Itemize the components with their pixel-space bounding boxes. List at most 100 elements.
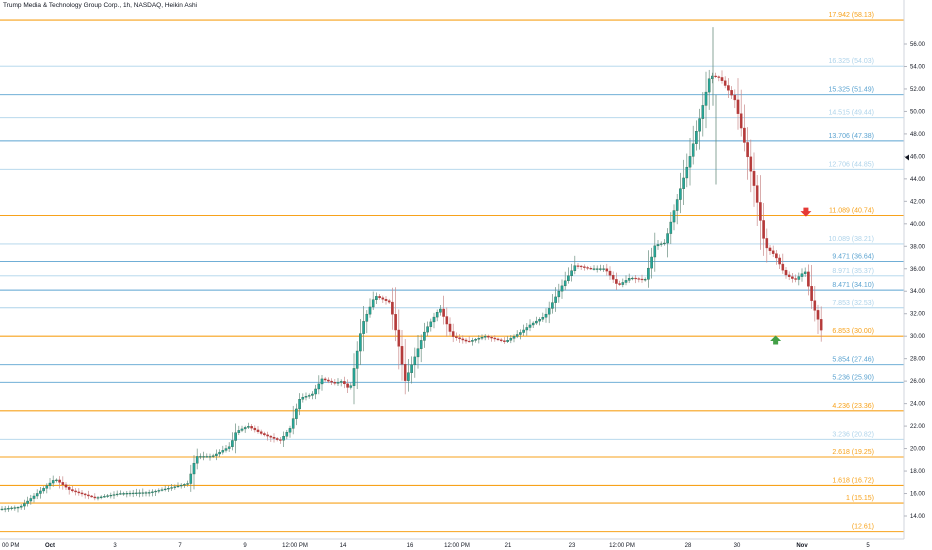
candle-down — [787, 274, 791, 277]
y-tick-label: 26.00 — [910, 379, 926, 385]
candle-up — [544, 313, 548, 318]
candle-up — [682, 177, 685, 189]
candle-up — [211, 455, 215, 457]
candle-up — [707, 78, 711, 93]
candle-up — [647, 267, 650, 280]
y-tick-label: 40.00 — [910, 222, 926, 228]
candle-down — [813, 300, 817, 311]
candle-up — [519, 332, 522, 335]
candle-up — [291, 418, 295, 429]
candle-up — [429, 321, 433, 327]
candle-up — [599, 268, 602, 270]
candle-down — [64, 484, 68, 488]
candle-up — [48, 482, 52, 486]
candle-up — [288, 428, 292, 433]
candle-up — [650, 256, 653, 269]
fib-level-label: 6.853 (30.00) — [832, 328, 874, 335]
candle-up — [205, 456, 209, 458]
y-tick-label: 24.00 — [910, 402, 926, 408]
y-tick-label: 20.00 — [910, 447, 926, 453]
candle-up — [109, 494, 113, 497]
x-tick-label: 28 — [685, 543, 692, 549]
candle-down — [458, 337, 461, 340]
candle-up — [435, 312, 439, 318]
candle-up — [512, 336, 516, 339]
candle-down — [759, 202, 762, 221]
candle-up — [803, 271, 807, 274]
candle-up — [122, 493, 125, 495]
candle-down — [256, 429, 260, 432]
candle-down — [77, 491, 81, 494]
fib-level-label: 2.618 (19.25) — [832, 449, 874, 456]
candle-up — [567, 275, 570, 282]
candle-up — [35, 493, 39, 497]
y-tick-label: 46.00 — [910, 154, 926, 160]
candle-down — [269, 435, 273, 438]
fib-level-label: 15.325 (51.49) — [828, 87, 874, 94]
candle-up — [371, 299, 375, 308]
candle-down — [448, 323, 452, 332]
candle-down — [467, 340, 471, 343]
candle-up — [192, 462, 196, 475]
candle-up — [304, 396, 308, 398]
candle-down — [455, 336, 458, 338]
candle-down — [253, 427, 257, 431]
candle-up — [339, 381, 343, 383]
candle-up — [349, 385, 353, 388]
candle-down — [333, 382, 337, 384]
candle-up — [23, 503, 26, 507]
candle-up — [0, 508, 4, 511]
candle-up — [208, 456, 212, 458]
candle-up — [141, 492, 145, 494]
candle-down — [90, 495, 93, 498]
y-tick-label: 14.00 — [910, 514, 926, 520]
candle-down — [496, 338, 500, 341]
candle-up — [410, 364, 413, 373]
candle-up — [237, 430, 241, 433]
candle-up — [656, 244, 660, 247]
candle-up — [474, 339, 477, 341]
candle-up — [525, 327, 529, 331]
candle-up — [621, 282, 625, 285]
candle-up — [336, 382, 340, 384]
candle-up — [362, 321, 365, 334]
arrow-up-icon — [770, 335, 782, 345]
candle-down — [74, 490, 77, 493]
fib-level-label: 5.236 (25.90) — [832, 374, 874, 381]
candle-down — [445, 316, 449, 325]
candle-down — [819, 319, 823, 331]
candle-up — [711, 75, 714, 79]
candle-up — [675, 199, 679, 211]
candle-up — [227, 446, 231, 449]
candle-up — [691, 143, 695, 157]
candle-up — [301, 397, 305, 400]
y-tick-label: 32.00 — [910, 312, 926, 318]
candle-down — [749, 156, 753, 172]
candle-down — [784, 269, 788, 276]
candle-up — [138, 492, 141, 494]
candle-down — [781, 263, 785, 271]
candle-up — [419, 340, 423, 349]
candle-up — [199, 456, 202, 458]
candle-up — [355, 350, 359, 369]
fib-level-label: (12.61) — [852, 524, 874, 531]
candle-up — [179, 484, 183, 487]
y-tick-label: 28.00 — [910, 357, 926, 363]
candle-up — [375, 296, 378, 300]
candle-down — [755, 185, 759, 203]
candle-down — [279, 439, 282, 441]
candle-down — [464, 339, 468, 342]
fib-level-label: 14.515 (49.44) — [828, 110, 874, 117]
candle-down — [442, 308, 445, 317]
candle-up — [685, 166, 689, 179]
candle-down — [263, 433, 266, 436]
y-tick-label: 18.00 — [910, 469, 926, 475]
arrow-down-icon — [800, 207, 812, 217]
candle-down — [381, 297, 385, 300]
candle-down — [80, 492, 84, 495]
candle-down — [746, 142, 749, 158]
candle-up — [7, 508, 10, 510]
candle-up — [157, 490, 161, 492]
x-tick-label: 21 — [505, 543, 512, 549]
